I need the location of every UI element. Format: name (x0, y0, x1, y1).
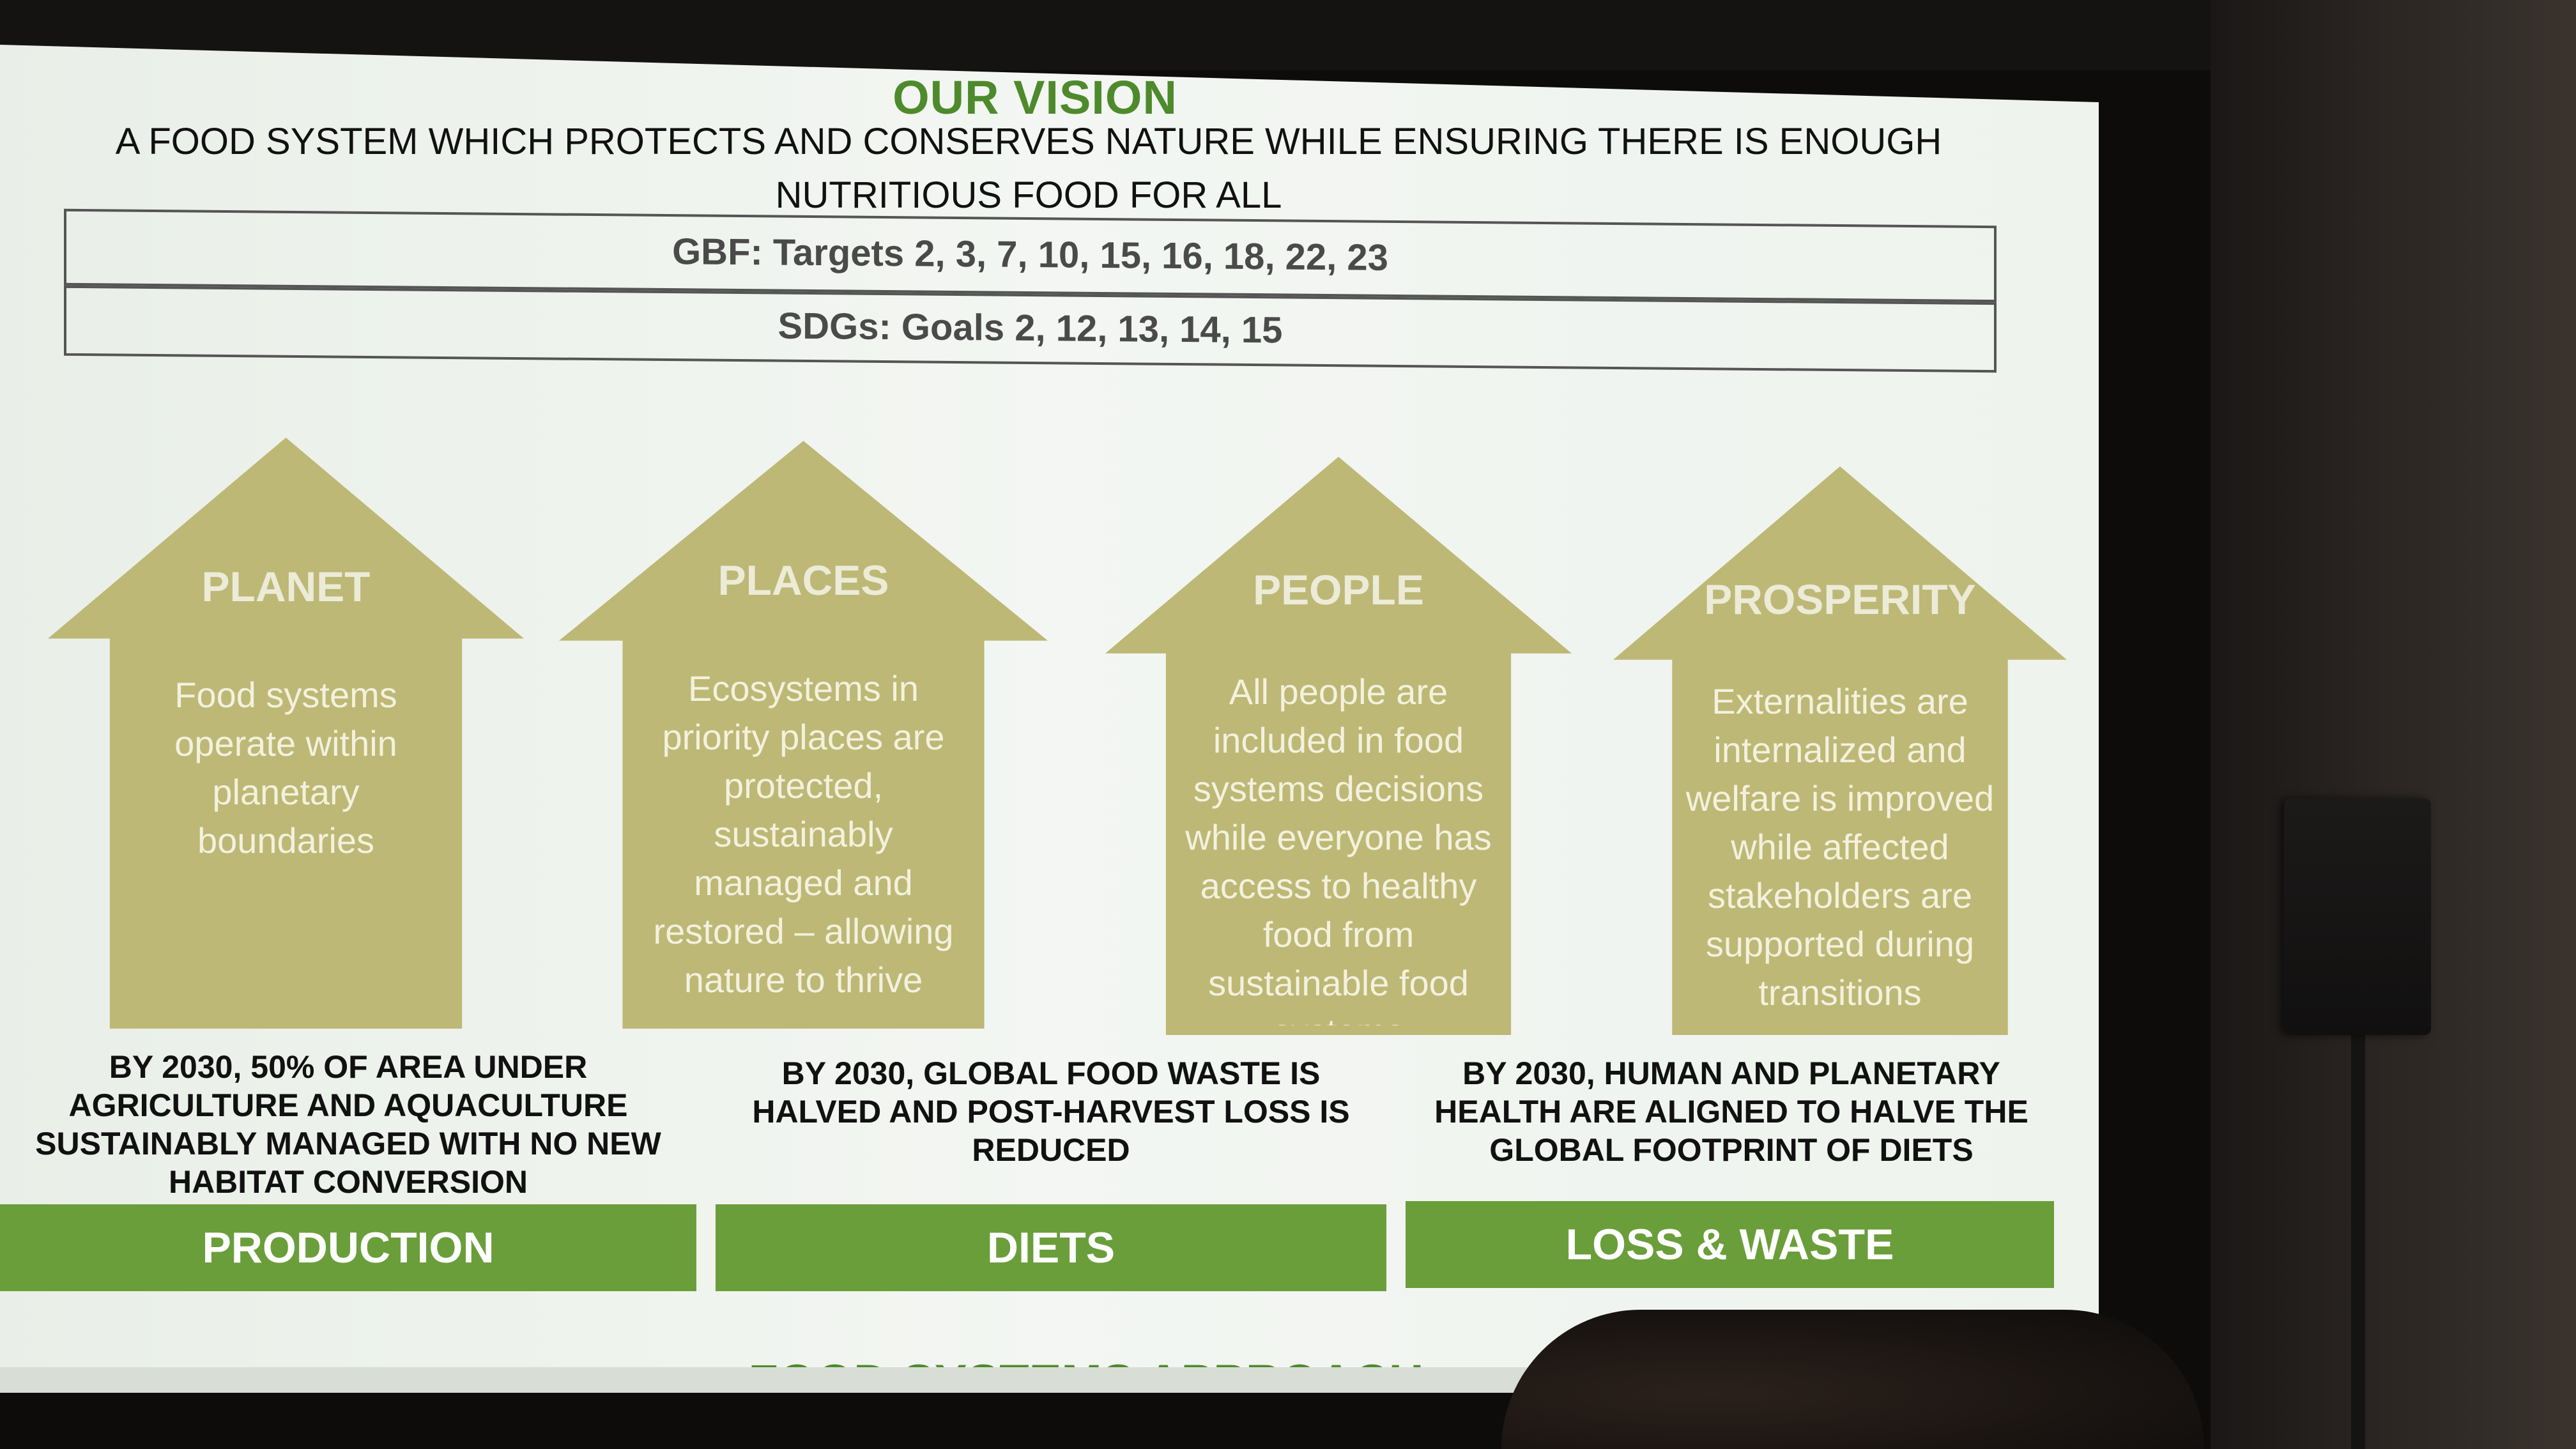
production-bar: PRODUCTION (0, 1204, 696, 1291)
loss-waste-bar: LOSS & WASTE (1406, 1201, 2054, 1288)
pillar-title: PLACES (717, 556, 889, 604)
pillar-title: PEOPLE (1253, 566, 1424, 613)
diets-bar: DIETS (716, 1204, 1386, 1291)
goal-statement-diets: BY 2030, GLOBAL FOOD WASTE IS HALVED AND… (752, 1055, 1350, 1168)
goal-statement-loss-waste: BY 2030, HUMAN AND PLANETARY HEALTH ARE … (1434, 1055, 2028, 1168)
pillar-text: Food systems operate within planetary bo… (174, 675, 397, 861)
projection-screen: OUR VISION A FOOD SYSTEM WHICH PROTECTS … (0, 45, 2099, 1380)
goal-statement-production: BY 2030, 50% OF AREA UNDER AGRICULTURE A… (35, 1049, 661, 1200)
pillar-title: PLANET (201, 563, 371, 610)
speaker (2284, 799, 2431, 1035)
speaker-stand (2351, 1035, 2365, 1449)
pillar-text: Ecosystems in priority places are protec… (653, 668, 954, 1000)
audience-heads (1501, 1310, 2204, 1449)
pillar-text: All people are included in food systems … (1185, 671, 1492, 1025)
slide-subtitle: A FOOD SYSTEM WHICH PROTECTS AND CONSERV… (115, 121, 1942, 216)
room-wall (2211, 0, 2576, 1449)
pillar-text: Externalities are internalized and welfa… (1685, 681, 1995, 1013)
slide-title: OUR VISION (893, 71, 1177, 124)
pillar-title: PROSPERITY (1704, 576, 1976, 623)
